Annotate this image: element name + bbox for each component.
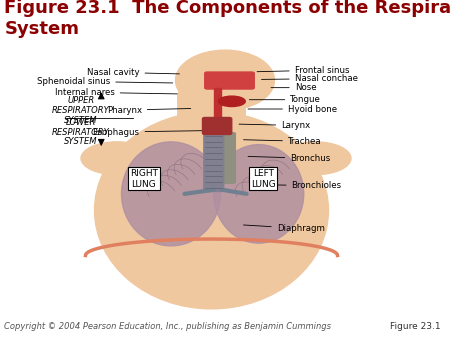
Text: Tongue: Tongue <box>249 95 321 104</box>
FancyBboxPatch shape <box>222 133 235 183</box>
Text: Bronchus: Bronchus <box>248 154 330 163</box>
FancyBboxPatch shape <box>178 90 245 150</box>
Text: Figure 23.1: Figure 23.1 <box>391 322 441 331</box>
Ellipse shape <box>122 142 220 246</box>
Text: Hyoid bone: Hyoid bone <box>248 104 337 114</box>
Text: Internal nares: Internal nares <box>55 88 177 97</box>
Text: Copyright © 2004 Pearson Education, Inc., publishing as Benjamin Cummings: Copyright © 2004 Pearson Education, Inc.… <box>4 322 332 331</box>
Text: Frontal sinus: Frontal sinus <box>257 66 349 75</box>
Ellipse shape <box>218 96 245 106</box>
FancyBboxPatch shape <box>205 72 254 89</box>
Text: LEFT
LUNG: LEFT LUNG <box>251 169 275 189</box>
Ellipse shape <box>214 145 304 243</box>
Text: RIGHT
LUNG: RIGHT LUNG <box>130 169 158 189</box>
Text: Sphenoidal sinus: Sphenoidal sinus <box>37 77 173 86</box>
Text: LOWER
RESPIRATORY
SYSTEM: LOWER RESPIRATORY SYSTEM <box>52 118 110 146</box>
Ellipse shape <box>279 142 351 175</box>
Text: Esophagus: Esophagus <box>93 127 221 137</box>
Text: Nasal conchae: Nasal conchae <box>261 74 358 83</box>
Text: UPPER
RESPIRATORY
SYSTEM: UPPER RESPIRATORY SYSTEM <box>52 96 110 125</box>
Text: Figure 23.1  The Components of the Respiratory
System: Figure 23.1 The Components of the Respir… <box>4 0 450 38</box>
Text: Trachea: Trachea <box>243 137 322 146</box>
FancyBboxPatch shape <box>202 118 232 135</box>
Text: Pharynx: Pharynx <box>107 105 191 115</box>
Text: Bronchioles: Bronchioles <box>257 181 342 190</box>
Polygon shape <box>214 88 220 117</box>
Ellipse shape <box>176 50 274 111</box>
Ellipse shape <box>94 112 328 309</box>
Text: Nasal cavity: Nasal cavity <box>87 68 180 77</box>
Text: Nose: Nose <box>271 83 316 92</box>
Text: Larynx: Larynx <box>239 121 310 130</box>
Text: Diaphragm: Diaphragm <box>243 224 324 233</box>
Ellipse shape <box>81 142 153 175</box>
FancyBboxPatch shape <box>204 132 224 191</box>
